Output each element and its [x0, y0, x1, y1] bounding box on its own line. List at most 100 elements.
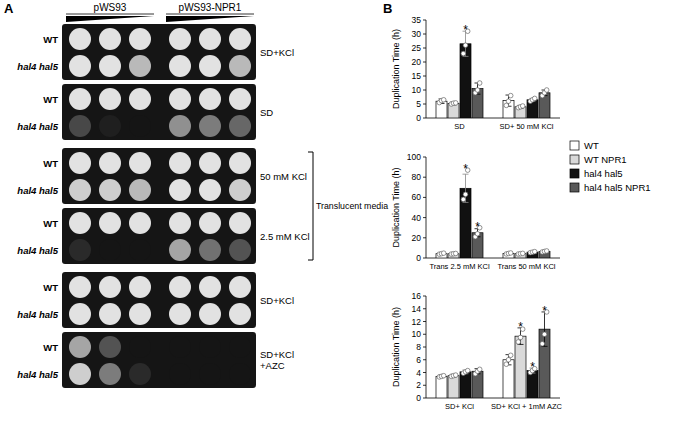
spot [199, 276, 221, 298]
condition-label: SD+KCl [260, 349, 294, 360]
y-tick-label: 0 [416, 393, 421, 403]
replicate-point [532, 96, 537, 101]
strain-label: WT [43, 94, 58, 105]
replicate-point [475, 88, 480, 93]
spot [129, 336, 151, 358]
bar-chart: 05101520253035Duplication Time (h)SDSD+ … [391, 15, 560, 131]
marks [436, 310, 550, 398]
strain-label: WT [43, 218, 58, 229]
significance-mark: * [463, 23, 468, 37]
strain-label: hal4 hal5 [17, 245, 58, 256]
y-tick-label: 12 [412, 317, 422, 327]
spot [199, 55, 221, 77]
spot [99, 363, 121, 385]
y-tick-label: 10 [412, 85, 422, 95]
spot [69, 212, 91, 234]
y-tick-label: 10 [412, 329, 422, 339]
spot [69, 55, 91, 77]
y-tick [423, 359, 426, 360]
y-axis [426, 20, 427, 118]
significance-mark: * [463, 162, 468, 176]
y-axis [426, 157, 427, 258]
y-tick [423, 48, 426, 49]
y-tick-label: 25 [412, 43, 422, 53]
bracket-label: Translucent media [316, 201, 388, 211]
dilution-wedge [166, 16, 254, 22]
spot [69, 115, 91, 137]
y-tick-label: 20 [412, 57, 422, 67]
spot [69, 336, 91, 358]
spot [99, 336, 121, 358]
legend-label: hal4 hal5 [584, 168, 623, 179]
bar [460, 372, 471, 398]
bar-chart: 020406080100Duplication Time (h)Trans 2.… [391, 140, 651, 271]
replicate-point [463, 192, 468, 197]
y-tick [423, 157, 426, 158]
plasmid-label: pWS93 [94, 2, 127, 13]
error-cap [463, 202, 469, 203]
replicate-point [516, 340, 521, 345]
spot [69, 152, 91, 174]
replicate-point [453, 251, 458, 256]
replicate-point [504, 103, 509, 108]
spot [229, 239, 251, 261]
spot [169, 28, 191, 50]
replicate-point [506, 357, 511, 362]
panel-label: B [383, 1, 392, 16]
strain-label: WT [43, 34, 58, 45]
category-label: SD+ KCl [445, 402, 474, 411]
spot [169, 55, 191, 77]
spot [229, 152, 251, 174]
replicate-point [544, 88, 549, 93]
replicate-point [477, 367, 482, 372]
replicate-point [504, 362, 509, 367]
marks [436, 29, 550, 118]
spot [129, 88, 151, 110]
replicate-point [477, 81, 482, 86]
legend-swatch [570, 169, 579, 178]
spot [69, 276, 91, 298]
spot [69, 88, 91, 110]
spot [99, 179, 121, 201]
y-tick [423, 237, 426, 238]
spot [129, 179, 151, 201]
condition-label: 2.5 mM KCl [260, 231, 310, 242]
strain-label: hal4 hal5 [17, 369, 58, 380]
spot [199, 212, 221, 234]
replicate-point [453, 101, 458, 106]
legend-swatch [570, 155, 579, 164]
y-tick-label: 14 [412, 304, 422, 314]
plasmid-underline [166, 14, 254, 15]
y-tick-label: 15 [412, 71, 422, 81]
bar [503, 360, 514, 398]
plasmid-label: pWS93-NPR1 [179, 2, 242, 13]
spot [169, 336, 191, 358]
spot [129, 239, 151, 261]
bar [472, 233, 483, 258]
marks [436, 168, 550, 258]
spot [99, 55, 121, 77]
y-tick-label: 6 [416, 355, 421, 365]
spot [99, 152, 121, 174]
category-label: SD [454, 122, 465, 131]
spot [229, 88, 251, 110]
legend-swatch [570, 183, 579, 192]
plasmid-underline [66, 14, 154, 15]
spot [169, 363, 191, 385]
y-tick-label: 80 [412, 172, 422, 182]
bar [515, 336, 526, 398]
y-tick-label: 60 [412, 192, 422, 202]
condition-label: +AZC [260, 360, 285, 371]
plate [62, 332, 256, 388]
replicate-point [544, 249, 549, 254]
y-axis-label: Duplication Time (h) [391, 167, 401, 247]
y-tick-label: 5 [416, 99, 421, 109]
replicate-point [506, 99, 511, 104]
y-tick [423, 385, 426, 386]
strain-label: hal4 hal5 [17, 185, 58, 196]
spot [169, 276, 191, 298]
spot [99, 239, 121, 261]
replicate-point [441, 373, 446, 378]
bar [436, 376, 447, 398]
spot [199, 239, 221, 261]
